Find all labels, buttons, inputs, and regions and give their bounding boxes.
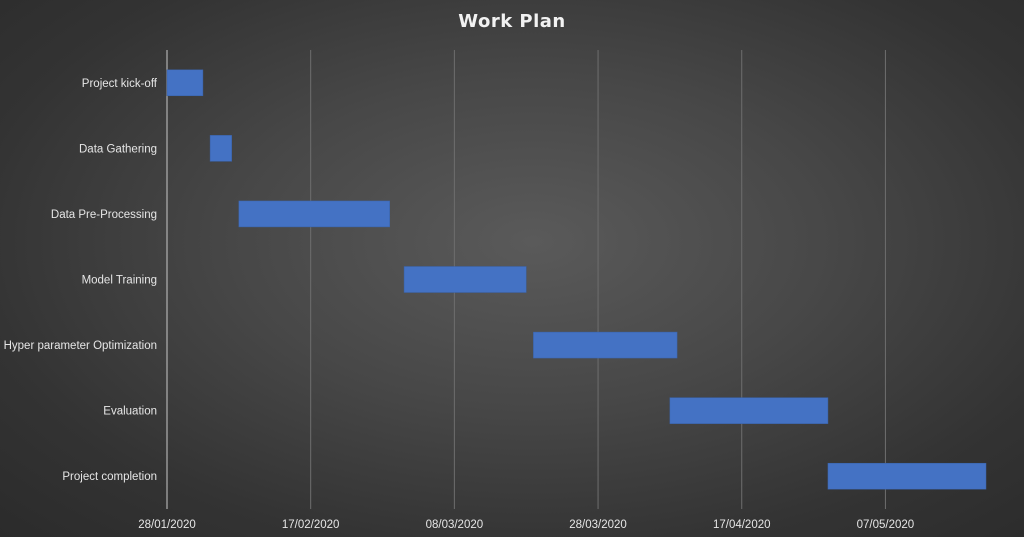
x-tick-label: 28/03/2020: [569, 519, 627, 531]
x-tick-label: 08/03/2020: [426, 519, 484, 531]
gridlines: [310, 50, 886, 509]
x-tick-label: 17/04/2020: [713, 519, 771, 531]
category-label: Project kick-off: [82, 78, 158, 90]
x-tick-label: 17/02/2020: [282, 519, 340, 531]
category-label: Hyper parameter Optimization: [4, 340, 157, 352]
gantt-bar: [669, 397, 829, 424]
x-tick-labels: 28/01/2020 17/02/2020 08/03/2020 28/03/2020…: [138, 519, 914, 531]
category-label: Model Training: [82, 275, 157, 287]
gantt-bar: [827, 462, 987, 490]
gantt-bar: [238, 200, 390, 228]
x-tick-label: 07/05/2020: [857, 519, 915, 531]
category-labels: Project kick-off Data Gathering Data Pre-P…: [4, 78, 158, 483]
category-label: Evaluation: [103, 406, 157, 418]
gantt-bar: [403, 266, 527, 293]
category-label: Data Pre-Processing: [51, 209, 157, 221]
gantt-bar: [209, 135, 232, 162]
x-tick-label: 28/01/2020: [138, 519, 196, 531]
bars: [166, 69, 987, 490]
category-label: Project completion: [62, 471, 157, 483]
chart-title: Work Plan: [458, 11, 566, 32]
gantt-bar: [533, 331, 678, 359]
gantt-bar: [166, 69, 204, 97]
category-label: Data Gathering: [79, 143, 157, 155]
